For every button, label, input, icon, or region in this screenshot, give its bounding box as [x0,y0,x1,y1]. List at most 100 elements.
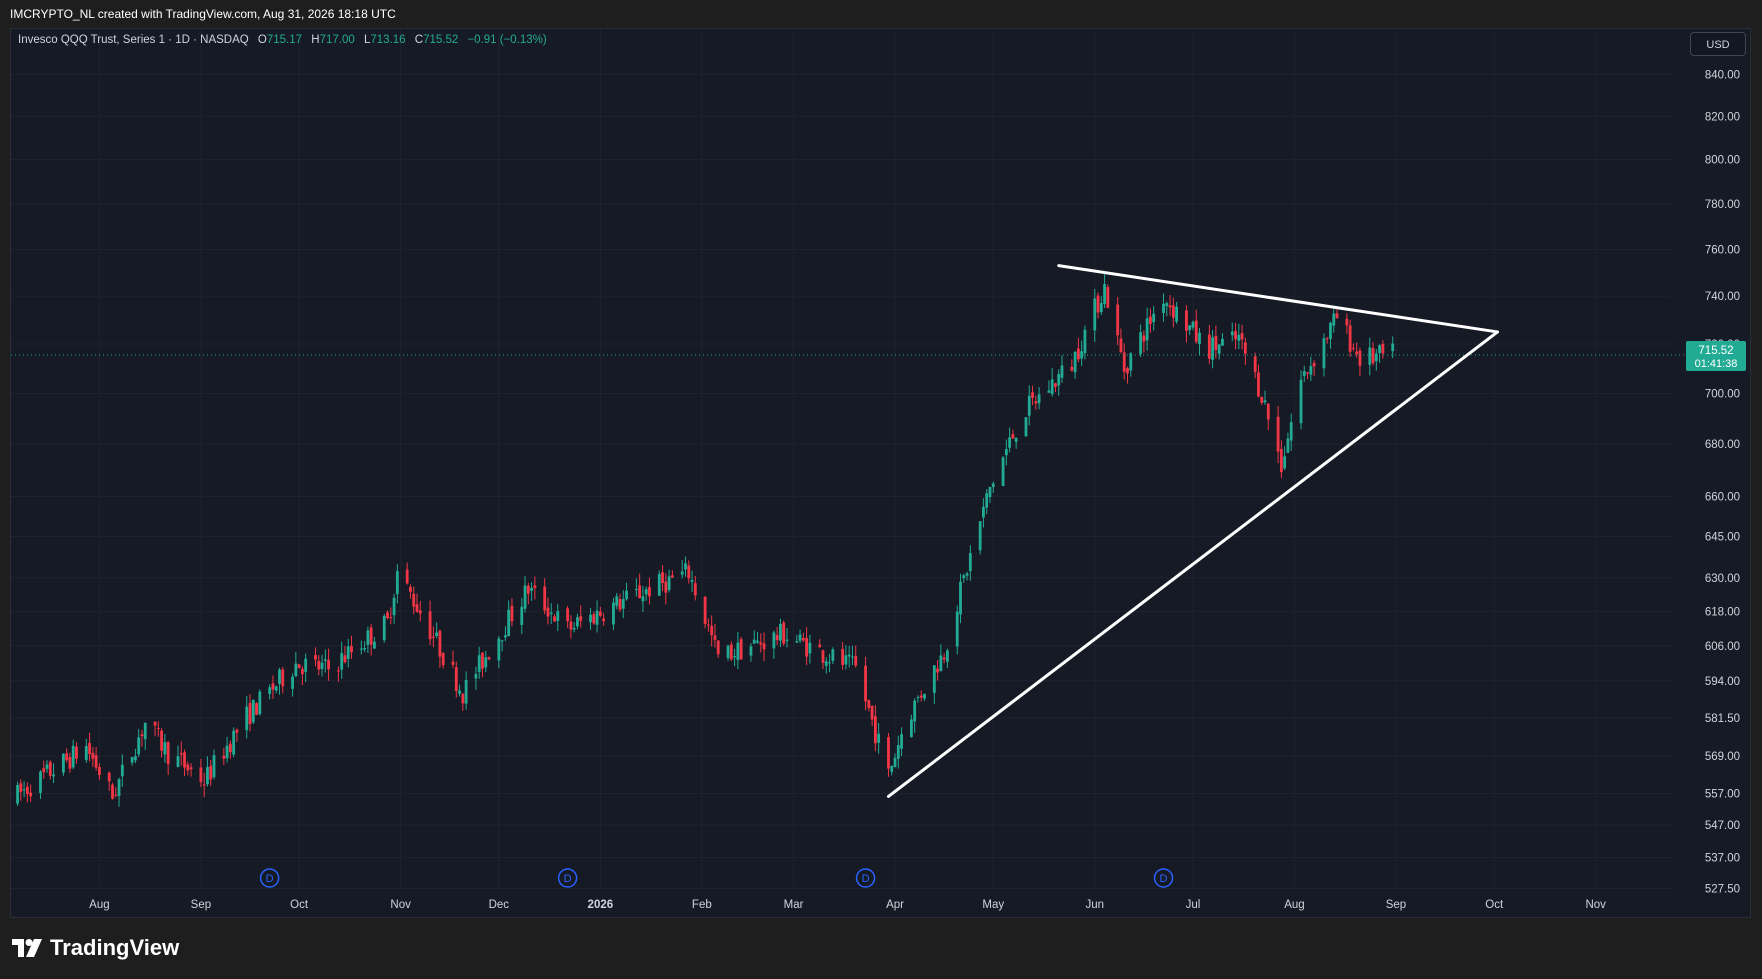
candle-body [772,632,776,649]
candle-body [795,641,799,643]
dividend-marker-circle [1153,868,1174,888]
candle-body [153,721,157,726]
open-label: O [257,34,267,46]
candle-body [222,755,226,759]
candle-body [22,789,26,791]
candle-body [1276,416,1280,452]
dividend-marker-circle [557,868,578,888]
candle-body [1211,337,1215,360]
candle-body [386,612,389,619]
candle-body [1309,366,1313,375]
candle-body [932,665,936,693]
candle-body [42,768,46,773]
candle-body [48,761,52,776]
price-tick-label: 680.00 [1705,439,1740,451]
tradingview-logo[interactable]: TradingView [12,935,179,961]
candle-body [1214,336,1218,350]
candle-body [831,649,835,661]
trendlines[interactable] [886,264,1499,798]
candle-body [1355,351,1359,355]
candle-body [91,752,95,759]
candle-body [1378,345,1381,353]
dividend-marker-label: D [862,873,870,885]
candle-body [1312,363,1316,367]
candle-body [1116,304,1120,336]
symbol-name[interactable]: Invesco QQQ Trust, Series 1 · 1D · NASDA… [18,34,249,46]
candle-body [824,661,828,666]
candle-body [487,657,491,660]
dividend-marker[interactable]: D [557,868,578,888]
candle-body [1145,318,1149,341]
candle-body [441,653,445,666]
candle-body [1057,374,1061,386]
candle-body [546,607,550,617]
time-tick-label: 2026 [588,899,614,911]
candle-body [1358,350,1362,366]
candle-body [1004,449,1008,456]
candle-body [851,656,854,658]
candle-body [451,661,455,665]
chart-frame[interactable] [10,28,1751,918]
candle-body [163,742,167,755]
dividend-marker[interactable]: D [259,868,280,888]
time-tick-label: Oct [290,899,309,911]
time-tick-label: Aug [89,899,109,911]
candle-body [896,745,900,759]
candle-body [847,654,851,657]
candle-body [373,641,376,649]
dividend-marker[interactable]: D [855,868,876,888]
candle-body [464,679,468,704]
candle-body [314,655,317,660]
price-axis[interactable]: 840.00820.00800.00780.00760.00740.00720.… [1705,69,1740,895]
candle-body [510,605,514,622]
time-tick-label: Aug [1284,899,1304,911]
symbol-legend[interactable]: Invesco QQQ Trust, Series 1 · 1D · NASDA… [18,34,547,46]
candle-body [1060,365,1064,378]
price-tick-label: 606.00 [1705,641,1740,653]
candle-body [1322,338,1326,369]
open-value: 715.17 [266,34,303,46]
candle-body [415,604,419,612]
candle-body [369,627,373,645]
candle-body [1175,306,1179,322]
candle-body [481,652,484,669]
candle-body [887,737,890,769]
candle-body [1332,313,1336,326]
candle-body [1083,329,1087,354]
candle-body [395,571,399,595]
candle-body [638,585,642,599]
candle-body [359,648,363,650]
candle-body [438,630,442,657]
candle-body [107,772,111,782]
candle-body [854,656,858,666]
candle-body [706,624,710,626]
candle-body [936,668,939,673]
candle-body [1014,437,1018,442]
candle-body [1299,379,1303,424]
candle-body [1073,351,1077,373]
candle-body [1237,334,1241,341]
candle-body [729,644,733,660]
candle-body [202,784,206,786]
candle-body [805,637,809,657]
candle-body [618,599,622,610]
time-axis[interactable]: Aug Sep Oct Nov Dec 2026 Feb Mar Apr May Jun Jul Aug… [89,899,1606,911]
candle-body [1253,356,1257,373]
time-tick-label: Oct [1485,899,1504,911]
candle-body [1139,332,1142,354]
trendline-support[interactable] [886,330,1499,798]
candle-body [615,596,619,606]
candle-body [327,659,330,670]
candle-body [65,753,69,761]
candle-body [1126,368,1129,374]
currency-button[interactable]: USD [1690,32,1746,56]
last-price-value: 715.52 [1698,345,1733,357]
trendline-resistance[interactable] [1057,264,1499,334]
candlesticks [16,274,1395,807]
dividend-marker[interactable]: D [1153,868,1174,888]
candle-body [1037,394,1041,404]
candle-body [661,572,664,583]
candle-body [828,662,831,664]
